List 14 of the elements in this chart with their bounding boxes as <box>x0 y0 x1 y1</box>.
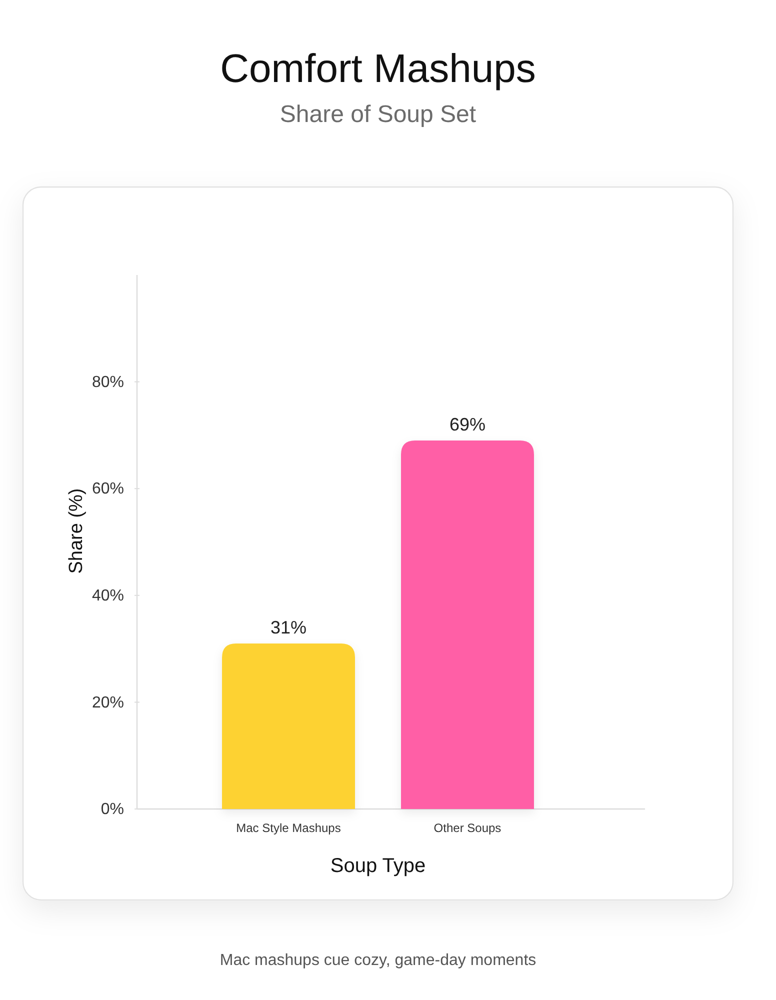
y-tick-label: 80% <box>92 374 124 391</box>
y-tick-label: 40% <box>92 588 124 605</box>
x-tick-label: Mac Style Mashups <box>236 821 341 835</box>
y-tick-label: 0% <box>100 801 124 818</box>
x-axis-title: Soup Type <box>330 855 426 877</box>
y-tick-label: 60% <box>92 480 124 498</box>
data-label: 31% <box>270 617 307 638</box>
chart-title: Comfort Mashups <box>220 47 536 91</box>
data-label: 69% <box>449 414 486 435</box>
x-tick-label: Other Soups <box>434 821 502 835</box>
text: Mac mashups cue cozy, game-day moments <box>220 952 536 969</box>
chart-subtitle: Share of Soup Set <box>280 101 476 128</box>
y-tick-label: 20% <box>92 694 124 712</box>
y-axis-title: Share (%) <box>66 488 87 574</box>
